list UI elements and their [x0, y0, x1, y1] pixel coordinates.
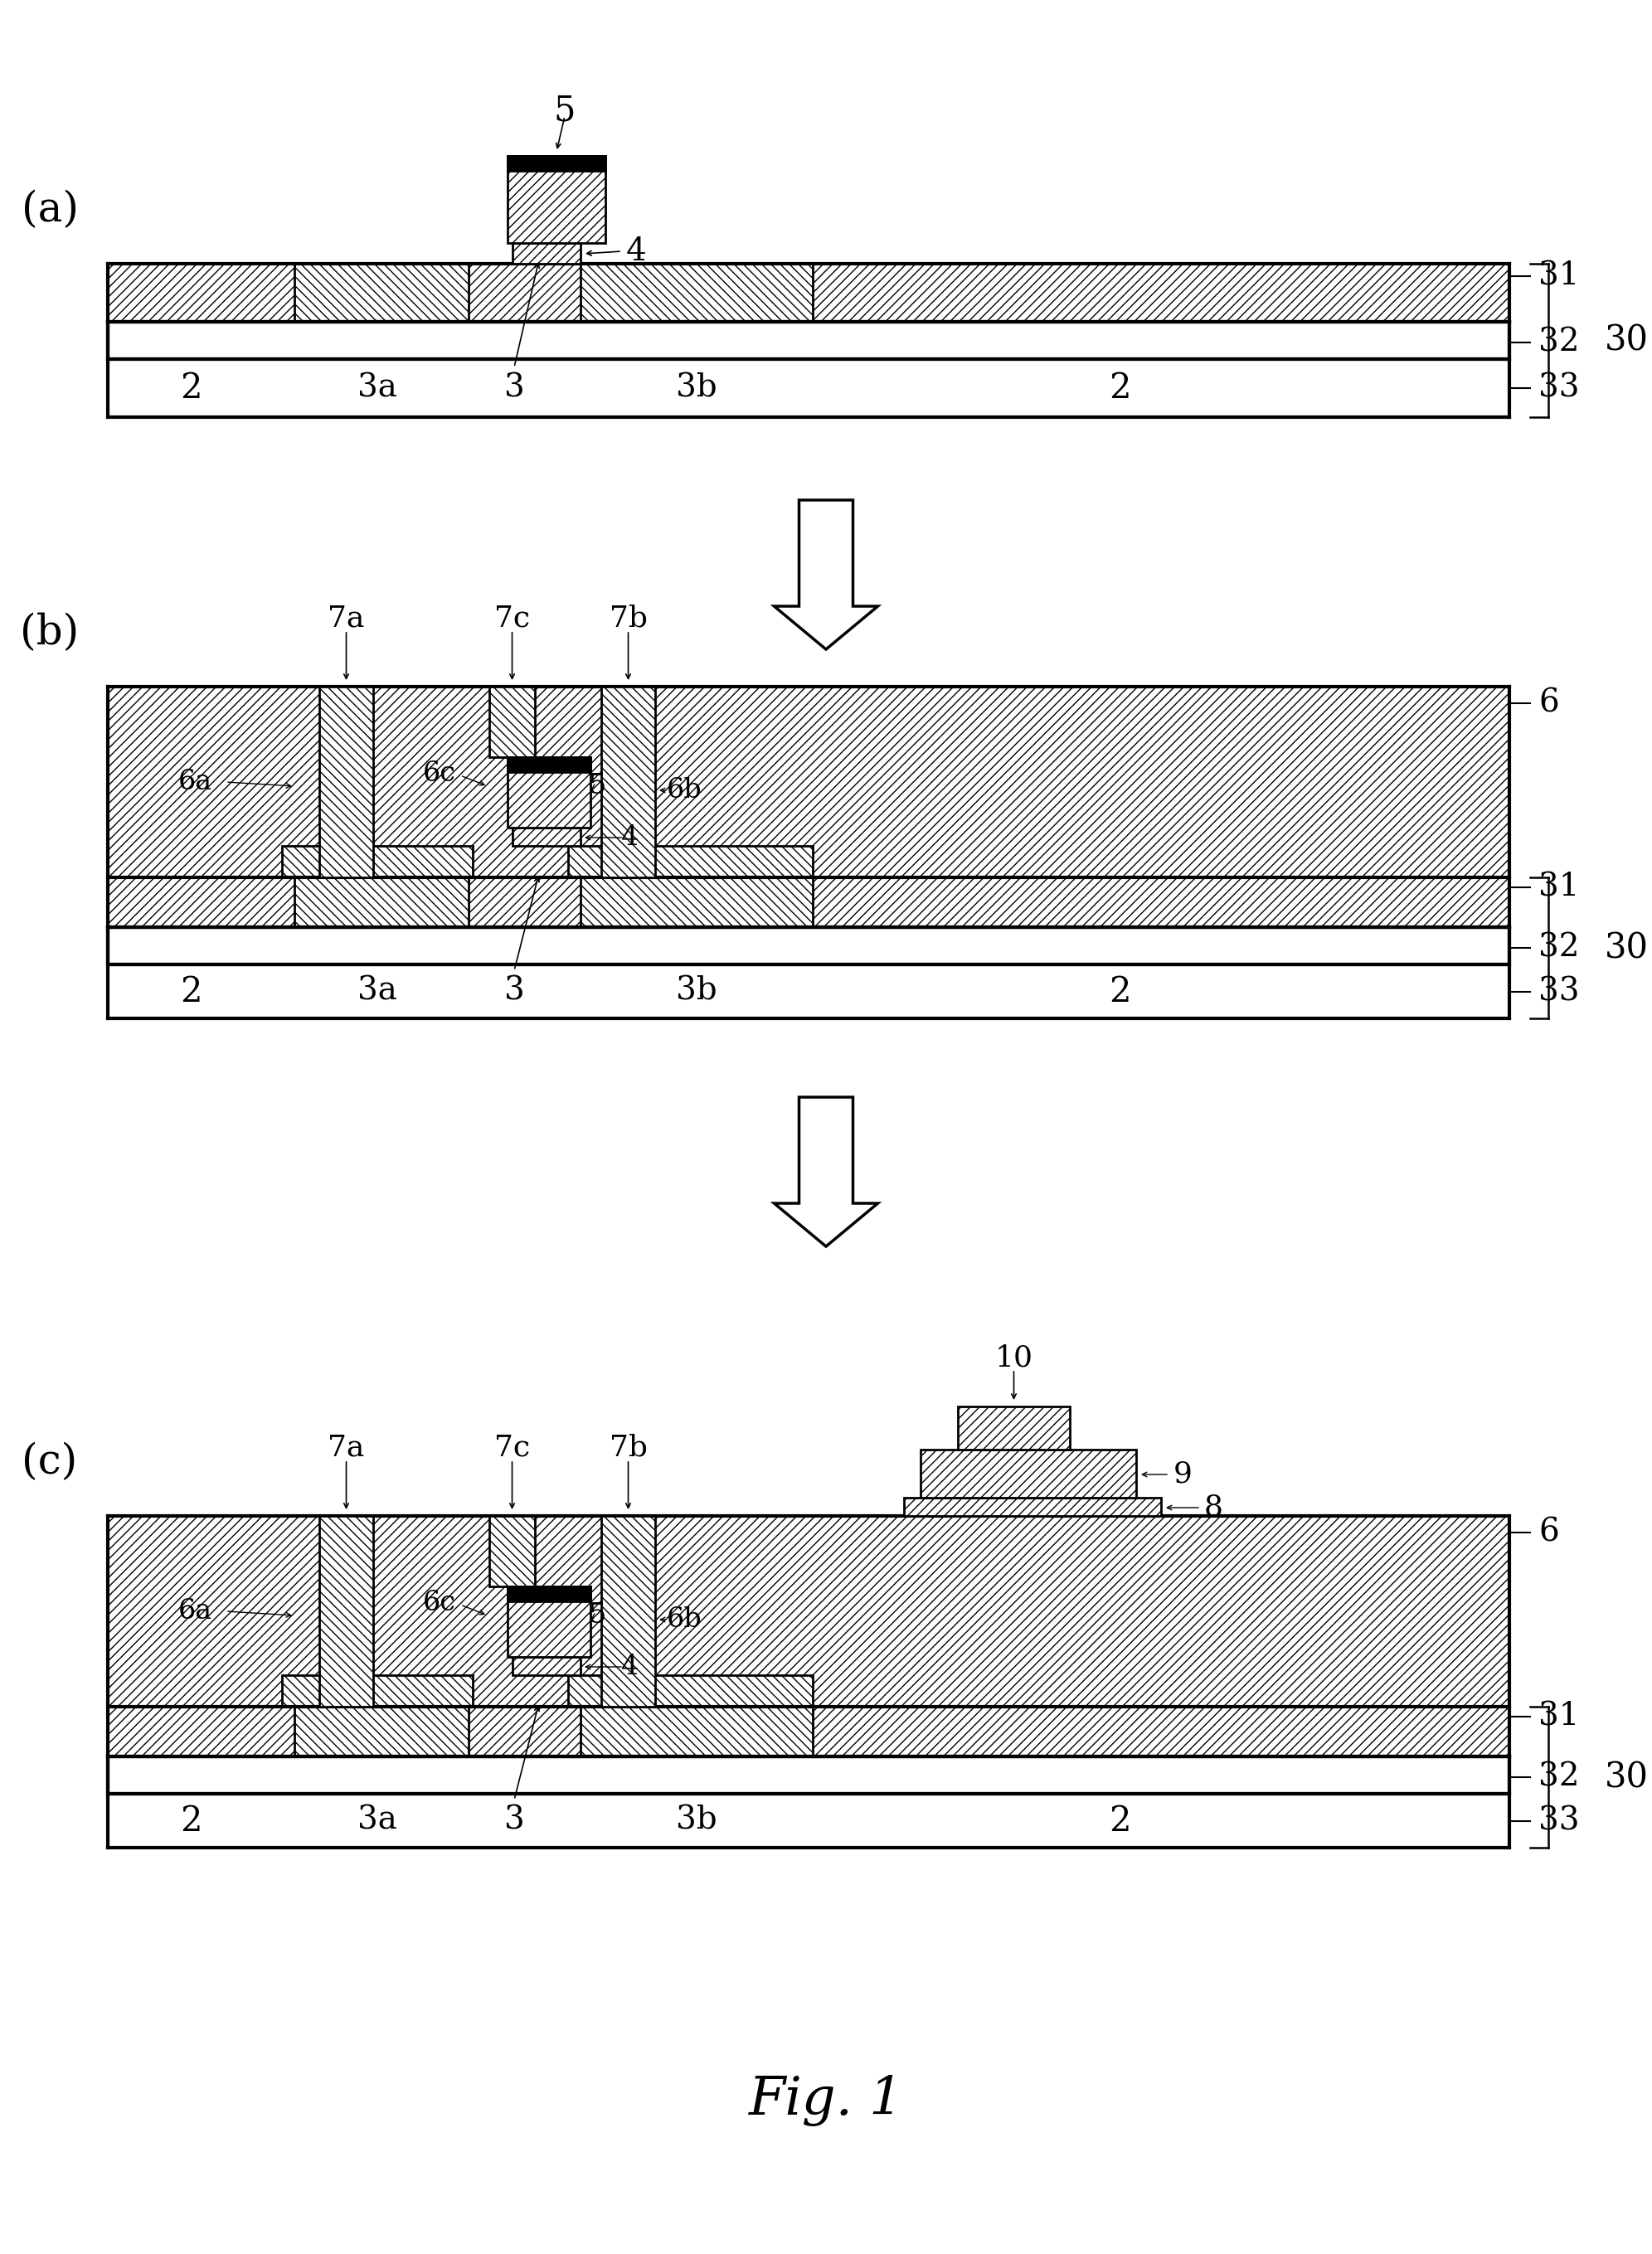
Text: 3a: 3a — [357, 372, 396, 403]
Bar — [507, 757, 590, 827]
Bar — [568, 845, 813, 877]
Text: 4: 4 — [621, 1654, 639, 1679]
Bar — [507, 156, 605, 171]
Text: 6a: 6a — [178, 1598, 211, 1625]
Text: 6b: 6b — [666, 1607, 702, 1632]
Bar — [294, 264, 469, 322]
Bar — [282, 845, 472, 877]
Polygon shape — [775, 1098, 877, 1246]
Text: (b): (b) — [20, 613, 79, 654]
Text: 31: 31 — [1538, 1702, 1579, 1731]
Text: (a): (a) — [21, 189, 78, 230]
Bar — [958, 1406, 1070, 1449]
Bar — [294, 877, 469, 926]
Text: 6b: 6b — [666, 778, 702, 805]
Text: 33: 33 — [1538, 976, 1579, 1008]
Bar — [507, 757, 590, 773]
Bar — [107, 1794, 1510, 1848]
Bar — [107, 358, 1510, 417]
Text: 3a: 3a — [357, 976, 396, 1008]
Text: 2: 2 — [1108, 974, 1130, 1010]
Bar — [107, 965, 1510, 1019]
Bar — [507, 156, 605, 243]
Text: 3b: 3b — [676, 976, 717, 1008]
Bar — [107, 877, 1510, 926]
Bar — [512, 243, 580, 264]
Text: 5: 5 — [588, 1603, 606, 1630]
Text: 9: 9 — [1173, 1461, 1193, 1488]
Bar — [512, 827, 580, 845]
Bar — [282, 1675, 472, 1706]
Text: 30: 30 — [1604, 322, 1649, 358]
Text: 7b: 7b — [610, 1434, 648, 1463]
Text: 3b: 3b — [676, 1805, 717, 1837]
Bar — [107, 1756, 1510, 1794]
Bar — [294, 1706, 469, 1756]
Text: 32: 32 — [1538, 1763, 1579, 1792]
Text: (c): (c) — [21, 1443, 78, 1483]
Text: 2: 2 — [1108, 370, 1130, 406]
Bar — [319, 1517, 373, 1706]
Text: 5: 5 — [588, 773, 606, 800]
Bar — [601, 1517, 656, 1706]
Bar — [580, 1706, 813, 1756]
Text: 6: 6 — [1538, 687, 1559, 719]
Bar — [107, 264, 1510, 322]
Polygon shape — [775, 500, 877, 649]
Text: 32: 32 — [1538, 933, 1579, 962]
Text: 6c: 6c — [423, 1589, 456, 1616]
Text: 2: 2 — [1108, 1803, 1130, 1837]
Text: 6a: 6a — [178, 769, 211, 796]
Text: 33: 33 — [1538, 1805, 1579, 1837]
Bar — [507, 1587, 590, 1657]
Text: Fig. 1: Fig. 1 — [748, 2076, 904, 2126]
Text: 3: 3 — [504, 372, 524, 403]
Text: 4: 4 — [621, 825, 639, 850]
Bar — [107, 1706, 1510, 1756]
Text: 5: 5 — [553, 92, 577, 128]
Text: 30: 30 — [1604, 931, 1649, 965]
Text: 8: 8 — [1204, 1492, 1222, 1521]
Bar — [107, 1517, 1510, 1706]
Text: 32: 32 — [1538, 327, 1579, 358]
Text: 3: 3 — [504, 1805, 524, 1837]
Text: 3a: 3a — [357, 1805, 396, 1837]
Bar — [489, 687, 535, 757]
Bar — [512, 1657, 580, 1675]
Bar — [568, 1675, 813, 1706]
Text: 7c: 7c — [494, 1434, 530, 1463]
Text: 33: 33 — [1538, 372, 1579, 403]
Text: 7a: 7a — [327, 1434, 365, 1463]
Text: 31: 31 — [1538, 872, 1579, 902]
Text: 30: 30 — [1604, 1760, 1649, 1794]
Text: 31: 31 — [1538, 261, 1579, 291]
Text: 6: 6 — [1538, 1517, 1559, 1548]
Bar — [107, 926, 1510, 965]
Text: 3b: 3b — [676, 372, 717, 403]
Text: 3: 3 — [504, 976, 524, 1008]
Text: 4: 4 — [626, 237, 648, 266]
Bar — [489, 1517, 535, 1587]
Bar — [107, 687, 1510, 877]
Bar — [580, 264, 813, 322]
Bar — [601, 687, 656, 877]
Text: 7c: 7c — [494, 604, 530, 633]
Bar — [920, 1449, 1137, 1497]
Text: 2: 2 — [180, 370, 202, 406]
Text: 10: 10 — [995, 1343, 1032, 1373]
Text: 7b: 7b — [610, 604, 648, 633]
Bar — [580, 877, 813, 926]
Text: 2: 2 — [180, 1803, 202, 1837]
Text: 6c: 6c — [423, 760, 456, 787]
Bar — [904, 1497, 1161, 1517]
Text: 2: 2 — [180, 974, 202, 1010]
Text: 7a: 7a — [327, 604, 365, 633]
Bar — [107, 322, 1510, 358]
Bar — [319, 687, 373, 877]
Bar — [507, 1587, 590, 1600]
